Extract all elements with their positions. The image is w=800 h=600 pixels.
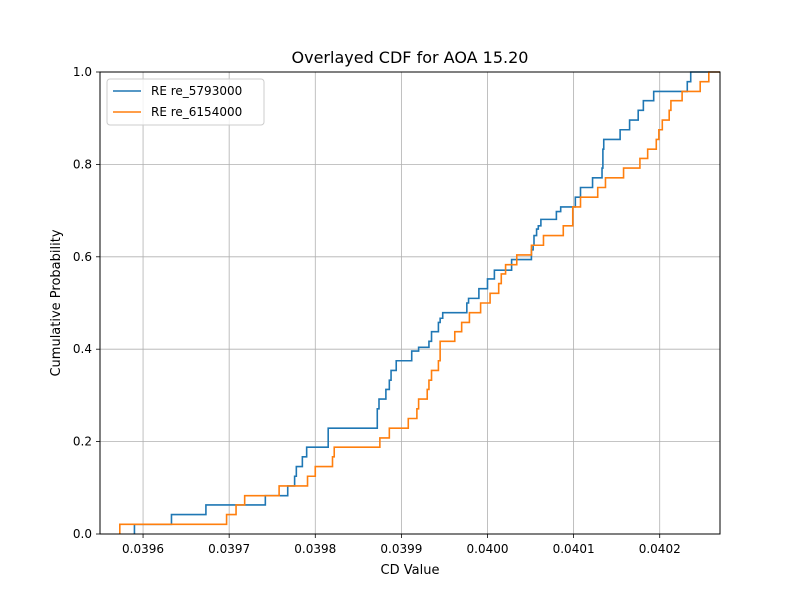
chart-title: Overlayed CDF for AOA 15.20	[292, 48, 529, 67]
y-tick-label: 0.8	[73, 157, 92, 171]
x-axis-label: CD Value	[381, 563, 440, 578]
x-tick-label: 0.0402	[639, 542, 681, 556]
series-line-re-re-6154000	[119, 71, 720, 534]
y-tick-label: 1.0	[73, 65, 92, 79]
y-tick-label: 0.4	[73, 342, 92, 356]
x-tick-label: 0.0401	[553, 542, 595, 556]
x-tick-label: 0.0396	[122, 542, 164, 556]
y-axis: 0.0 0.2 0.4 0.6 0.8 1.0	[73, 65, 100, 541]
axes-frame	[99, 71, 721, 535]
x-tick-label: 0.0398	[294, 542, 336, 556]
x-axis: 0.0396 0.0397 0.0398 0.0399 0.0400 0.0401 0.04…	[122, 534, 681, 556]
y-tick-label: 0.2	[73, 435, 92, 449]
x-tick-label: 0.0400	[467, 542, 509, 556]
legend-label-re-6154000: RE re_6154000	[151, 105, 242, 119]
series-line-re-re-5793000	[133, 71, 720, 534]
plot-area	[119, 71, 720, 534]
y-axis-label: Cumulative Probability	[49, 229, 64, 376]
x-tick-label: 0.0397	[208, 542, 250, 556]
legend-box	[106, 78, 265, 126]
legend: RE re_5793000 RE re_6154000	[106, 78, 265, 126]
y-tick-label: 0.6	[73, 250, 92, 264]
y-tick-label: 0.0	[73, 527, 92, 541]
legend-label-re-5793000: RE re_5793000	[151, 84, 242, 98]
x-tick-label: 0.0399	[380, 542, 422, 556]
